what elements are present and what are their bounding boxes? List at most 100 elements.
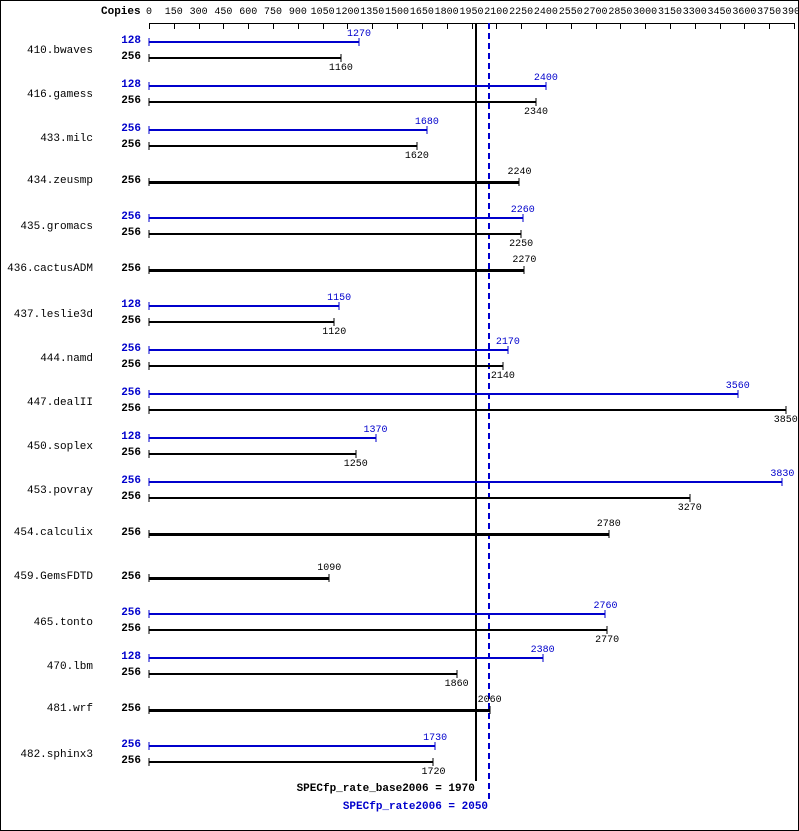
x-tick-mark [769, 23, 770, 29]
bar-cap-start [149, 38, 150, 46]
bar-cap-start [149, 266, 150, 274]
copies-base: 256 [113, 755, 141, 767]
x-tick-label: 1800 [435, 7, 459, 18]
bar-cap-start [149, 434, 150, 442]
bar-cap-start [149, 362, 150, 370]
benchmark-name: 410.bwaves [3, 45, 93, 57]
bar-value-label: 2260 [511, 205, 535, 216]
hbar [149, 437, 376, 439]
x-tick-mark [273, 23, 274, 29]
copies-base: 256 [113, 95, 141, 107]
copies-peak: 128 [113, 35, 141, 47]
copies-base: 256 [113, 315, 141, 327]
copies-base: 256 [113, 527, 141, 539]
hbar [149, 533, 609, 536]
x-tick-mark [248, 23, 249, 29]
bar-cap-start [149, 478, 150, 486]
hbar [149, 269, 524, 272]
bar-value-label: 1120 [322, 327, 346, 338]
copies-base: 256 [113, 571, 141, 583]
x-tick-label: 150 [165, 7, 183, 18]
hbar [149, 481, 782, 483]
hbar [149, 629, 607, 631]
bar-cap-start [149, 742, 150, 750]
hbar [149, 145, 417, 147]
hbar [149, 365, 503, 367]
benchmark-name: 434.zeusmp [3, 175, 93, 187]
x-tick-label: 1950 [459, 7, 483, 18]
bar-cap-start [149, 494, 150, 502]
x-tick-label: 1500 [385, 7, 409, 18]
copies-peak: 256 [113, 343, 141, 355]
x-tick-label: 300 [190, 7, 208, 18]
x-tick-label: 3300 [683, 7, 707, 18]
bar-cap-start [149, 626, 150, 634]
bar-value-label: 1860 [445, 679, 469, 690]
copies-base: 256 [113, 667, 141, 679]
x-tick-mark [323, 23, 324, 29]
hbar [149, 217, 523, 219]
hbar [149, 745, 435, 747]
bar-cap-start [149, 574, 150, 582]
x-tick-mark [422, 23, 423, 29]
bar-cap-start [149, 54, 150, 62]
bar-value-label: 1160 [329, 63, 353, 74]
x-tick-mark [372, 23, 373, 29]
benchmark-name: 481.wrf [3, 703, 93, 715]
hbar [149, 85, 546, 87]
bar-cap-start [149, 230, 150, 238]
benchmark-name: 435.gromacs [3, 221, 93, 233]
spec-chart: Copies0150300450600750900105012001350150… [0, 0, 799, 831]
copies-peak: 256 [113, 739, 141, 751]
bar-cap-end [519, 178, 520, 186]
bar-cap-end [340, 54, 341, 62]
bar-cap-end [334, 318, 335, 326]
benchmark-name: 437.leslie3d [3, 309, 93, 321]
bar-cap-end [456, 670, 457, 678]
bar-cap-end [521, 230, 522, 238]
bar-cap-start [149, 530, 150, 538]
bar-cap-start [149, 126, 150, 134]
bar-value-label: 2140 [491, 371, 515, 382]
copies-base: 256 [113, 175, 141, 187]
bar-value-label: 2400 [534, 73, 558, 84]
bar-cap-end [536, 98, 537, 106]
x-tick-mark [744, 23, 745, 29]
bar-value-label: 2760 [593, 601, 617, 612]
x-tick-label: 0 [146, 7, 152, 18]
bar-cap-end [355, 450, 356, 458]
bar-value-label: 2170 [496, 337, 520, 348]
benchmark-name: 482.sphinx3 [3, 749, 93, 761]
hbar [149, 673, 457, 675]
x-tick-mark [149, 23, 150, 29]
x-tick-label: 3900 [782, 7, 799, 18]
hbar [149, 709, 490, 712]
benchmark-name: 436.cactusADM [3, 263, 93, 275]
benchmark-name: 454.calculix [3, 527, 93, 539]
hbar [149, 57, 341, 59]
x-tick-mark [472, 23, 473, 29]
bar-value-label: 1680 [415, 117, 439, 128]
hbar [149, 393, 738, 395]
copies-peak: 128 [113, 651, 141, 663]
hbar [149, 657, 543, 659]
x-tick-label: 1200 [335, 7, 359, 18]
x-tick-label: 1050 [311, 7, 335, 18]
hbar [149, 305, 339, 307]
bar-value-label: 2060 [478, 695, 502, 706]
copies-base: 256 [113, 227, 141, 239]
bar-value-label: 2240 [507, 167, 531, 178]
hbar [149, 761, 433, 763]
benchmark-name: 465.tonto [3, 617, 93, 629]
x-tick-mark [397, 23, 398, 29]
bar-cap-start [149, 706, 150, 714]
x-tick-label: 600 [239, 7, 257, 18]
bar-cap-start [149, 610, 150, 618]
copies-peak: 256 [113, 211, 141, 223]
ref-peak-line [488, 23, 490, 799]
copies-peak: 256 [113, 387, 141, 399]
x-tick-mark [496, 23, 497, 29]
bar-value-label: 2380 [531, 645, 555, 656]
x-tick-mark [174, 23, 175, 29]
hbar [149, 41, 359, 43]
